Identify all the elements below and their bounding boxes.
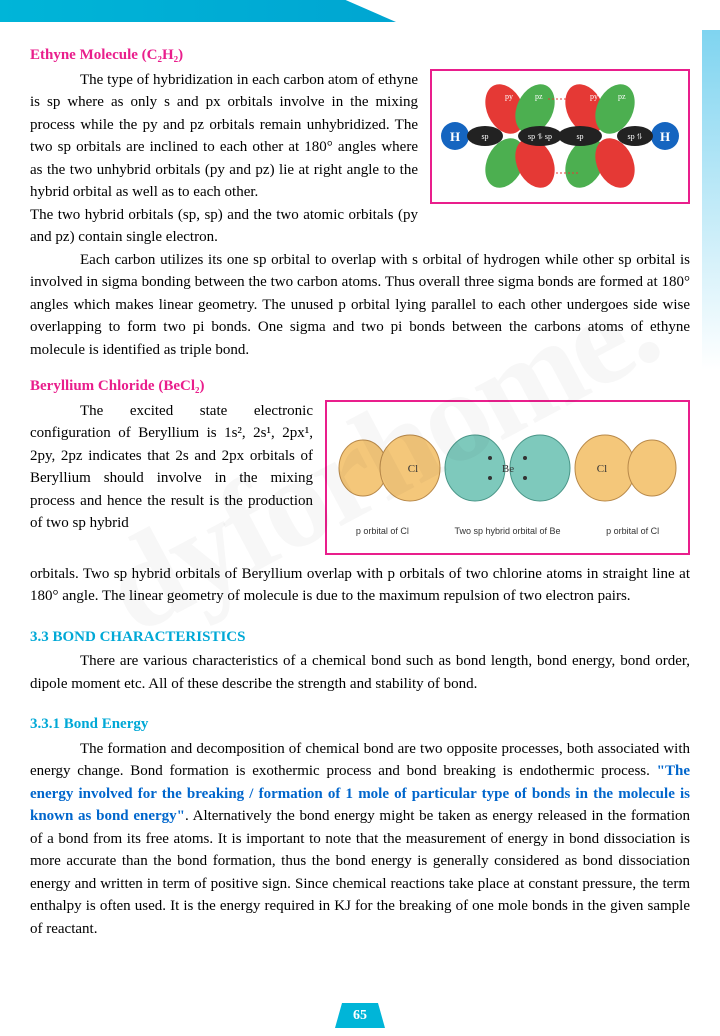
fig-label-2: Two sp hybrid orbital of Be [454,525,560,539]
page-number-wrap: 65 [0,1003,720,1028]
top-stripe [0,0,720,22]
bond-char-para: There are various characteristics of a c… [30,650,690,695]
svg-text:Be: Be [502,463,514,475]
svg-text:sp ⥮: sp ⥮ [628,132,643,141]
fig-label-3: p orbital of Cl [606,525,659,539]
bond-energy-text-a: The formation and decomposition of chemi… [30,741,690,780]
svg-text:sp: sp [576,132,583,141]
svg-text:sp: sp [481,132,488,141]
figure-beryllium: Cl Be Cl p orbital of Cl Two sp hybrid o… [325,400,690,555]
bond-energy-para: The formation and decomposition of chemi… [30,738,690,941]
heading-ethyne: Ethyne Molecule (C₂H₂) [30,44,690,67]
becl2-diagram: Cl Be Cl [335,416,680,521]
svg-text:py: py [505,92,513,101]
svg-text:pz: pz [618,92,626,101]
svg-text:H: H [450,129,460,144]
svg-text:H: H [660,129,670,144]
fig-label-1: p orbital of Cl [356,525,409,539]
beryllium-para1b: orbitals. Two sp hybrid orbitals of Bery… [30,563,690,608]
side-stripe [702,30,720,370]
ethyne-para1b: The two hybrid orbitals (sp, sp) and the… [30,204,690,249]
svg-text:sp ⥮ sp: sp ⥮ sp [528,132,552,141]
page-content: Ethyne Molecule (C₂H₂) H H sp sp ⥮ sp sp… [0,22,720,950]
figure-ethyne: H H sp sp ⥮ sp sp sp ⥮ py pz py pz [430,69,690,204]
ethyne-para2: Each carbon utilizes its one sp orbital … [30,249,690,362]
bond-energy-text-b: . Alternatively the bond energy might be… [30,808,690,937]
svg-text:Cl: Cl [408,463,418,475]
heading-bond-char: 3.3 BOND CHARACTERISTICS [30,626,690,649]
svg-text:py: py [590,92,598,101]
heading-beryllium: Beryllium Chloride (BeCl₂) [30,375,690,398]
svg-text:Cl: Cl [597,463,607,475]
heading-bond-energy: 3.3.1 Bond Energy [30,713,690,736]
svg-text:pz: pz [535,92,543,101]
page-number: 65 [335,1003,385,1028]
becl2-labels: p orbital of Cl Two sp hybrid orbital of… [333,525,682,539]
ethyne-diagram: H H sp sp ⥮ sp sp sp ⥮ py pz py pz [440,81,680,191]
